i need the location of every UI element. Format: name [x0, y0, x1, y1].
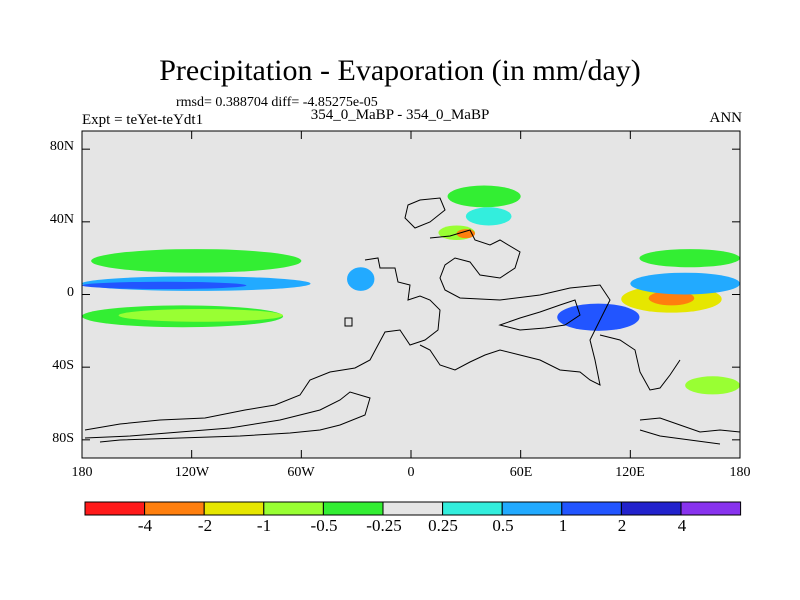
- coastline: [419, 229, 611, 386]
- coastline: [639, 417, 740, 433]
- lat-tick-label: 80S: [52, 431, 74, 446]
- lat-tick-label: 80N: [49, 139, 74, 154]
- colorbar-swatch: [144, 501, 205, 516]
- pe-anomaly-region: [118, 309, 284, 322]
- lon-tick-label: 180: [729, 465, 751, 480]
- colorbar-label: -4: [137, 516, 153, 535]
- colorbar-swatch: [203, 501, 265, 516]
- experiment-label: Expt = teYet-teYdt1: [82, 112, 204, 128]
- lon-tick-label: 120W: [174, 465, 210, 480]
- pe-anomaly-region: [630, 272, 740, 295]
- stats-line: rmsd= 0.388704 diff= -4.85275e-05: [176, 95, 378, 110]
- colorbar-label: -0.5: [310, 516, 338, 535]
- lon-tick-label: 60E: [509, 465, 533, 480]
- lon-tick-label: 120E: [615, 465, 645, 480]
- pe-anomaly-region: [91, 249, 302, 273]
- case-label: 354_0_MaBP - 354_0_MaBP: [310, 107, 490, 123]
- colorbar-label: -2: [197, 516, 213, 535]
- colorbar-swatch: [263, 501, 324, 516]
- lat-tick-label: 0: [67, 285, 74, 300]
- colorbar-swatch: [84, 501, 146, 516]
- pe-anomaly-region: [557, 303, 640, 331]
- pe-anomaly-region: [347, 267, 375, 291]
- lon-tick-label: 0: [407, 465, 415, 480]
- coastline: [599, 334, 681, 391]
- colorbar-swatch: [322, 501, 384, 516]
- pe-anomaly-region: [648, 290, 695, 306]
- colorbar-label: 4: [677, 516, 687, 535]
- colorbar-label: 2: [617, 516, 627, 535]
- season-label: ANN: [709, 110, 743, 126]
- colorbar-label: -1: [256, 516, 272, 535]
- coastline: [639, 429, 721, 445]
- coastline: [84, 257, 441, 431]
- pe-anomaly-region: [685, 376, 740, 395]
- colorbar-label: 0.25: [428, 516, 458, 535]
- pe-anomaly-region: [465, 207, 512, 226]
- lon-tick-label: 180: [71, 465, 93, 480]
- plot-title: Precipitation - Evaporation (in mm/day): [159, 54, 641, 87]
- colorbar-label: 0.5: [492, 516, 514, 535]
- lon-tick-label: 60W: [287, 465, 315, 480]
- coastline: [84, 391, 371, 443]
- pe-anomaly-region: [82, 281, 247, 290]
- lat-tick-label: 40S: [52, 358, 74, 373]
- colorbar-swatch: [382, 501, 444, 516]
- colorbar-label: 1: [558, 516, 568, 535]
- colorbar-label: -0.25: [366, 516, 402, 535]
- coastline: [404, 197, 446, 229]
- colorbar-swatch: [680, 501, 742, 516]
- pe-anomaly-region: [447, 185, 521, 208]
- colorbar-swatch: [501, 501, 563, 516]
- pe-anomaly-region: [639, 249, 740, 268]
- pe-anomaly-region: [648, 399, 740, 426]
- colorbar-swatch: [561, 501, 622, 516]
- coastline: [498, 299, 581, 331]
- colorbar-swatch: [442, 501, 503, 516]
- lat-tick-label: 40N: [49, 212, 74, 227]
- coastline: [344, 317, 353, 327]
- colorbar-swatch: [620, 501, 682, 516]
- pe-anomaly-region: [118, 367, 247, 386]
